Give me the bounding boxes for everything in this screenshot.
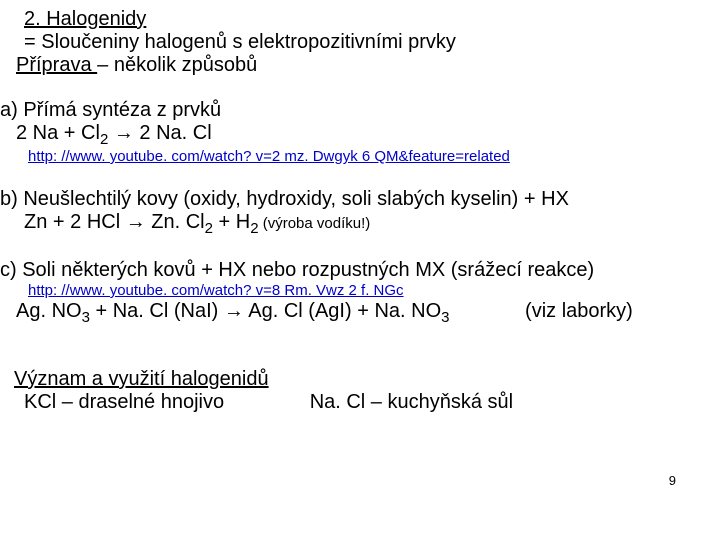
eq-c-2: + Na. Cl (NaI) → Ag. Cl (AgI) + Na. NO [90, 300, 441, 322]
definition-text: = Sloučeniny halogenů s elektropozitivní… [24, 31, 720, 54]
eq-b-2: + H [213, 211, 250, 233]
method-c-equation-row: Ag. NO3 + Na. Cl (NaI) → Ag. Cl (AgI) + … [16, 300, 720, 326]
preparation-heading: Příprava [16, 54, 97, 76]
section-title: 2. Halogenidy [24, 8, 720, 31]
eq-b-sub1: 2 [205, 220, 213, 237]
method-a-label: a) Přímá syntéza z prvků [0, 99, 720, 122]
lab-note: (viz laborky) [525, 300, 633, 323]
eq-a-post: → 2 Na. Cl [108, 122, 211, 144]
page-number: 9 [669, 473, 676, 488]
eq-b-note: (výroba vodíku!) [259, 215, 371, 232]
eq-c-1: Ag. NO [16, 300, 82, 322]
sig-kcl: KCl – draselné hnojivo [24, 391, 224, 413]
preparation-rest: – několik způsobů [97, 54, 257, 76]
method-b-label: b) Neušlechtilý kovy (oxidy, hydroxidy, … [0, 188, 720, 211]
significance-heading: Význam a využití halogenidů [14, 368, 720, 391]
eq-a-pre: 2 Na + Cl [16, 122, 100, 144]
sig-nacl: Na. Cl – kuchyňská sůl [310, 391, 513, 414]
eq-c-sub1: 3 [82, 309, 90, 326]
eq-b-1: Zn + 2 HCl → Zn. Cl [24, 211, 205, 233]
link-c[interactable]: http: //www. youtube. com/watch? v=8 Rm.… [28, 282, 404, 299]
method-c-label: c) Soli některých kovů + HX nebo rozpust… [0, 259, 720, 282]
eq-c-sub2: 3 [441, 309, 449, 326]
eq-b-sub2: 2 [250, 220, 258, 237]
significance-line: KCl – draselné hnojivo Na. Cl – kuchyňsk… [24, 391, 720, 414]
method-a-equation: 2 Na + Cl2 → 2 Na. Cl [16, 122, 720, 148]
link-a[interactable]: http: //www. youtube. com/watch? v=2 mz.… [28, 148, 510, 165]
method-b-equation: Zn + 2 HCl → Zn. Cl2 + H2 (výroba vodíku… [24, 211, 720, 237]
